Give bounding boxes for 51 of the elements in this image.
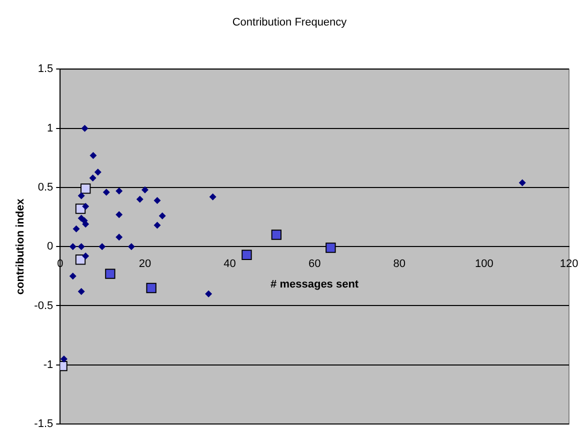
point — [158, 212, 166, 220]
x-tick-label: 80 — [393, 258, 406, 270]
point — [154, 196, 161, 204]
point — [81, 124, 88, 132]
point — [89, 174, 96, 182]
y-tick-label: -1 — [43, 358, 54, 371]
point — [82, 252, 90, 260]
point — [116, 211, 123, 218]
point — [90, 152, 97, 160]
point — [82, 220, 90, 228]
point — [78, 288, 85, 296]
point — [98, 243, 106, 250]
point — [518, 179, 526, 186]
x-axis-title: # messages sent — [270, 278, 359, 290]
y-tick-label: 0.5 — [38, 182, 54, 194]
x-tick-label: 60 — [308, 258, 321, 270]
x-tick-label: 100 — [475, 258, 494, 270]
point — [242, 250, 252, 260]
point — [94, 168, 102, 176]
point — [141, 186, 148, 194]
point — [326, 242, 336, 253]
y-tick-label: -0.5 — [34, 300, 54, 312]
y-tick-label: 1 — [47, 122, 54, 134]
point — [60, 355, 68, 362]
y-axis-title: contribution index — [14, 198, 27, 295]
point — [102, 188, 110, 196]
x-tick-label: 120 — [560, 258, 578, 270]
x-tick-label: 20 — [138, 258, 152, 270]
point — [209, 193, 216, 200]
point — [82, 202, 90, 210]
point — [154, 222, 161, 229]
point — [116, 234, 123, 241]
point — [116, 188, 123, 195]
point — [80, 184, 91, 194]
y-tick-label: 1.5 — [38, 63, 54, 76]
point — [78, 192, 85, 200]
chart-title: Contribution Frequency — [232, 16, 348, 29]
point — [105, 268, 116, 279]
x-tick-label: 40 — [224, 258, 236, 270]
point — [146, 282, 156, 294]
point — [78, 243, 85, 250]
point — [75, 204, 86, 214]
point — [271, 230, 282, 240]
y-tick-label: -1.5 — [34, 418, 54, 430]
point — [205, 290, 212, 298]
point — [69, 272, 76, 280]
point — [72, 225, 80, 232]
point — [136, 196, 144, 203]
y-tick-label: 0 — [47, 240, 54, 253]
point — [69, 243, 76, 250]
point — [128, 243, 135, 250]
